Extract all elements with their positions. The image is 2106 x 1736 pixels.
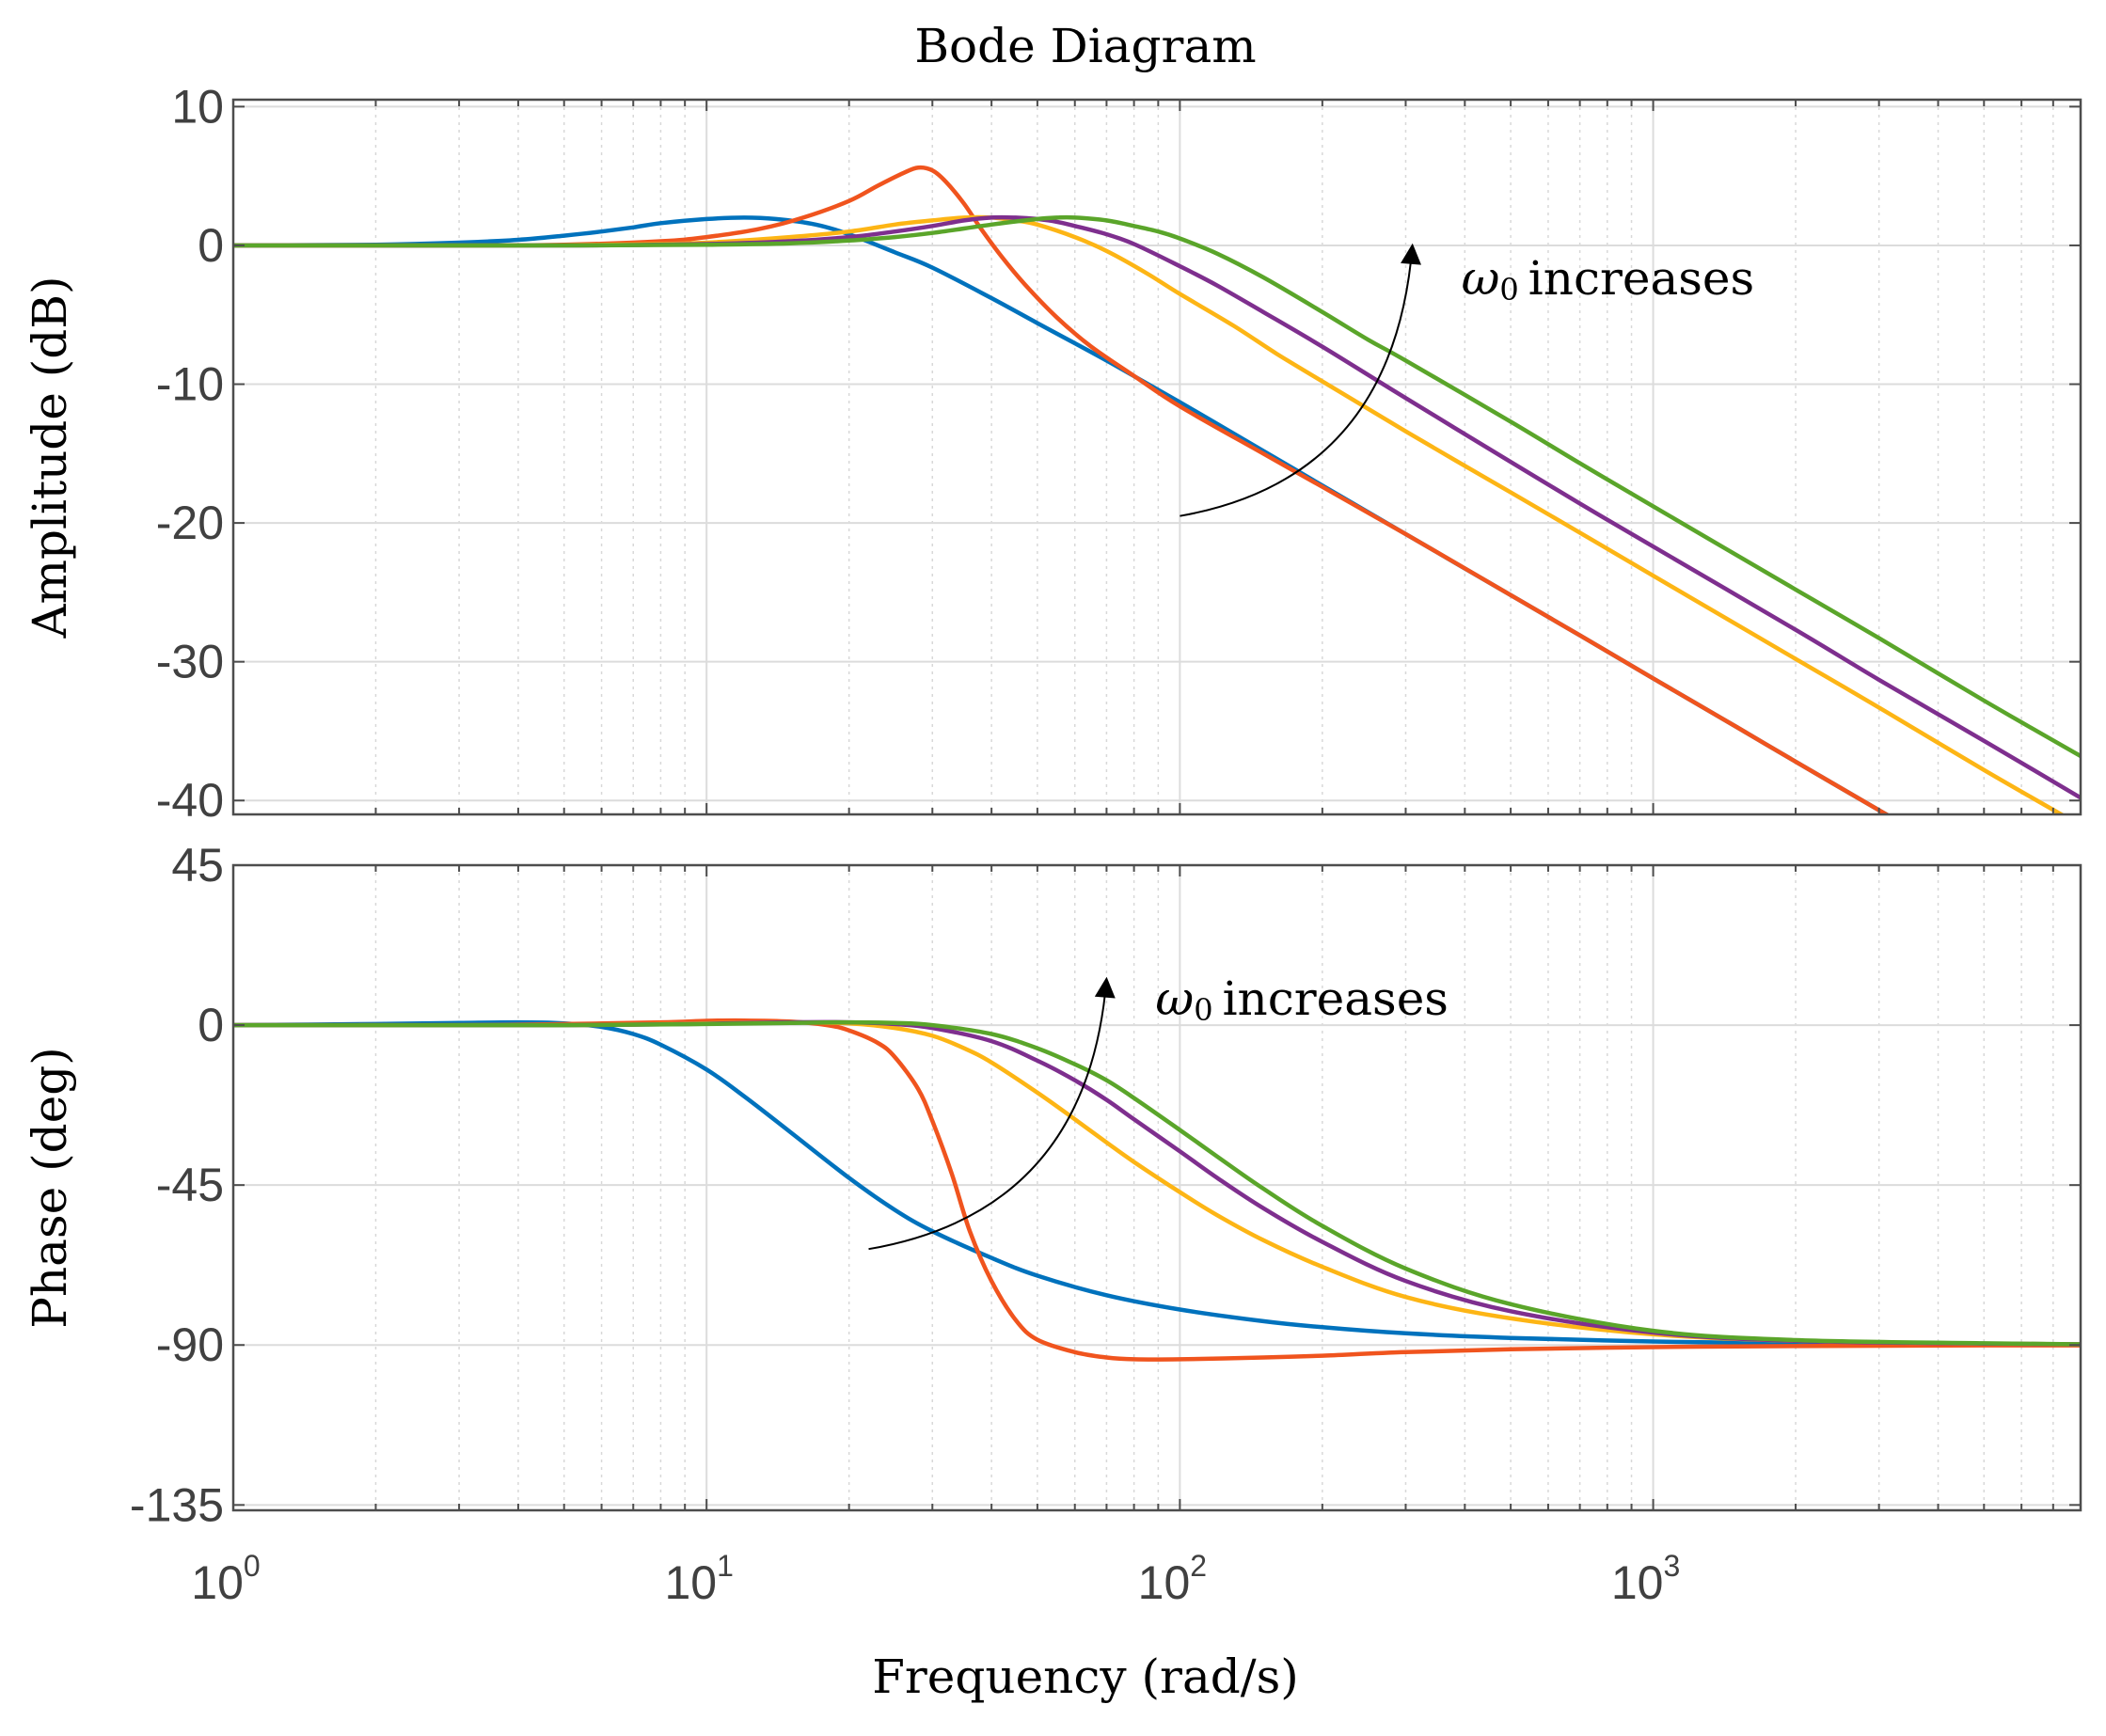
series-line-blue — [233, 1019, 2081, 1348]
y-tick-label: -30 — [156, 636, 224, 688]
series-line-green — [233, 214, 2081, 759]
chart-title: Bode Diagram — [914, 19, 1256, 73]
omega-subscript: 0 — [1499, 272, 1518, 308]
x-tick-exponent: 3 — [1663, 1549, 1680, 1583]
y-tick-label: 0 — [198, 219, 224, 272]
series-line-green — [233, 1019, 2081, 1347]
y-tick-label: -20 — [156, 497, 224, 549]
phase-annotation-arrow — [868, 976, 1116, 1251]
x-tick-label: 102 — [1138, 1549, 1207, 1609]
series-line-blue — [233, 215, 1891, 814]
annotation-text: increases — [1528, 251, 1754, 306]
x-tick-exponent: 0 — [244, 1549, 261, 1583]
series-line-purple — [233, 1019, 2081, 1347]
amplitude-annotation-arrow — [1180, 243, 1421, 517]
y-tick-label: -10 — [156, 358, 224, 411]
amplitude-annotation-label: ω0 increases — [1462, 251, 1755, 308]
series-line-yellow — [233, 214, 2066, 814]
x-tick-label: 103 — [1611, 1549, 1680, 1609]
phase-annotation-label: ω0 increases — [1155, 971, 1449, 1028]
y-tick-label: -90 — [156, 1318, 224, 1371]
y-tick-label: -40 — [156, 774, 224, 827]
y-tick-label: 0 — [198, 999, 224, 1051]
phase-axes-box — [231, 863, 2082, 1512]
x-tick-base: 10 — [1611, 1556, 1664, 1609]
amplitude-series — [233, 165, 2081, 814]
omega-symbol: ω — [1462, 251, 1500, 306]
annotation-text: increases — [1223, 971, 1449, 1026]
x-tick-base: 10 — [664, 1556, 717, 1609]
omega-symbol: ω — [1155, 971, 1194, 1026]
x-tick-exponent: 2 — [1190, 1549, 1207, 1583]
series-line-red — [233, 1018, 2081, 1362]
y-tick-label: -135 — [130, 1478, 224, 1531]
series-line-purple — [233, 214, 2081, 800]
y-tick-label: 45 — [171, 839, 224, 892]
amplitude-y-axis-label: Amplitude (dB) — [23, 276, 77, 639]
x-tick-labels: 100 101 102 103 — [191, 1549, 1680, 1609]
x-tick-base: 10 — [1138, 1556, 1191, 1609]
y-tick-label: -45 — [156, 1159, 224, 1211]
x-tick-label: 101 — [664, 1549, 733, 1609]
omega-subscript: 0 — [1194, 992, 1212, 1028]
x-tick-label: 100 — [191, 1549, 260, 1609]
series-line-yellow — [233, 1019, 2081, 1347]
x-tick-base: 10 — [191, 1556, 244, 1609]
series-line-red — [233, 165, 1891, 814]
phase-y-axis-label: Phase (deg) — [23, 1047, 77, 1328]
x-axis-label: Frequency (rad/s) — [872, 1649, 1299, 1704]
x-tick-exponent: 1 — [717, 1549, 734, 1583]
amplitude-axes-box — [231, 98, 2082, 816]
y-tick-label: 10 — [171, 80, 224, 133]
phase-series — [233, 1018, 2081, 1362]
